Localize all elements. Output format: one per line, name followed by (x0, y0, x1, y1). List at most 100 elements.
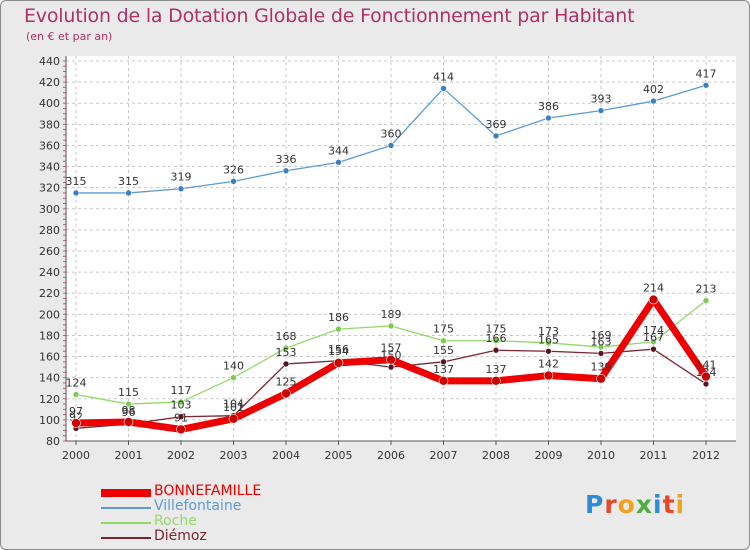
logo-letter: r (604, 490, 618, 519)
data-point (545, 347, 552, 355)
data-point (230, 374, 237, 381)
data-label: 315 (118, 175, 139, 188)
y-tick-label: 280 (39, 224, 60, 237)
data-label: 166 (486, 332, 507, 345)
proxiti-logo: Proxiti (585, 490, 685, 519)
data-label: 96 (122, 406, 136, 419)
x-tick-label: 2007 (430, 449, 458, 462)
data-label: 174 (643, 324, 664, 337)
data-label: 173 (538, 325, 559, 338)
data-point (650, 345, 657, 353)
data-point (125, 189, 132, 197)
logo-letter: x (635, 490, 653, 519)
legend-swatch (101, 507, 151, 509)
data-point (282, 360, 290, 368)
data-point (702, 380, 710, 388)
data-label: 125 (276, 376, 297, 389)
data-point (230, 178, 237, 185)
legend-swatch (101, 489, 151, 497)
chart-subtitle: (en € et par an) (26, 30, 113, 43)
data-point (545, 339, 552, 347)
data-point (440, 337, 447, 345)
x-tick-label: 2001 (115, 449, 143, 462)
data-point (176, 424, 186, 435)
data-point (440, 358, 447, 366)
data-point (333, 358, 344, 368)
data-label: 157 (381, 342, 402, 355)
data-label: 140 (223, 360, 244, 373)
data-label: 155 (433, 344, 454, 357)
x-tick-label: 2000 (62, 449, 90, 462)
data-point (650, 97, 657, 105)
y-tick-label: 80 (46, 435, 60, 448)
data-label: 163 (591, 335, 612, 348)
legend-label: Roche (154, 513, 197, 529)
data-point (702, 81, 710, 89)
data-point (281, 388, 291, 399)
data-label: 91 (174, 411, 188, 424)
data-label: 344 (328, 144, 349, 157)
data-point (543, 370, 554, 381)
y-tick-label: 140 (39, 372, 60, 385)
data-point (386, 354, 396, 365)
data-point (492, 346, 500, 354)
y-tick-label: 400 (39, 97, 60, 110)
data-point (491, 376, 501, 386)
data-point (597, 350, 605, 357)
data-point (71, 418, 81, 428)
data-label: 360 (381, 127, 402, 140)
data-point (72, 189, 80, 197)
x-tick-label: 2010 (587, 449, 615, 462)
data-label: 139 (591, 361, 612, 374)
x-tick-label: 2002 (167, 449, 195, 462)
data-point (335, 159, 342, 166)
data-label: 165 (538, 333, 559, 346)
data-label: 124 (66, 377, 87, 390)
plot-area (66, 56, 736, 441)
data-point (387, 322, 395, 330)
y-tick-label: 320 (39, 182, 60, 195)
y-tick-label: 260 (39, 245, 60, 258)
x-tick-label: 2008 (482, 449, 510, 462)
data-point (438, 376, 449, 386)
x-tick-label: 2004 (272, 449, 300, 462)
data-label: 213 (696, 283, 717, 296)
legend-swatch (101, 537, 151, 539)
legend-swatch (101, 522, 151, 524)
data-label: 156 (328, 343, 349, 356)
data-label: 369 (486, 118, 507, 131)
data-point (597, 343, 605, 351)
y-tick-label: 180 (39, 329, 60, 342)
data-point (125, 400, 132, 408)
x-tick-label: 2011 (640, 449, 668, 462)
data-point (597, 107, 605, 114)
data-label: 169 (591, 329, 612, 342)
data-point (492, 132, 500, 140)
y-tick-label: 220 (39, 287, 60, 300)
y-tick-label: 420 (39, 76, 60, 89)
series-roche: 124 115 117 140 168 186 189 175 175 173 169 174 213 (66, 283, 717, 408)
data-point (650, 338, 657, 346)
data-point (335, 325, 342, 333)
data-label: 414 (433, 70, 454, 83)
data-label: 175 (433, 323, 454, 336)
y-tick-label: 200 (39, 308, 60, 321)
data-point (282, 344, 290, 352)
data-label: 104 (223, 398, 244, 411)
data-point (177, 398, 185, 406)
data-label: 101 (223, 401, 244, 414)
y-tick-label: 380 (39, 118, 60, 131)
chart-title: Evolution de la Dotation Globale de Fonc… (24, 5, 635, 27)
logo-letter: i (675, 490, 686, 519)
data-point (177, 413, 185, 421)
data-label: 336 (276, 153, 297, 166)
series-villefontaine: 315 315 319 326 336 344 360 414 369 386 393 402 417 (66, 67, 717, 197)
data-point (282, 167, 290, 175)
data-label: 142 (538, 358, 559, 371)
logo-letter: t (662, 490, 676, 519)
x-tick-label: 2006 (377, 449, 405, 462)
data-label: 189 (381, 308, 402, 321)
x-tick-label: 2003 (220, 449, 248, 462)
